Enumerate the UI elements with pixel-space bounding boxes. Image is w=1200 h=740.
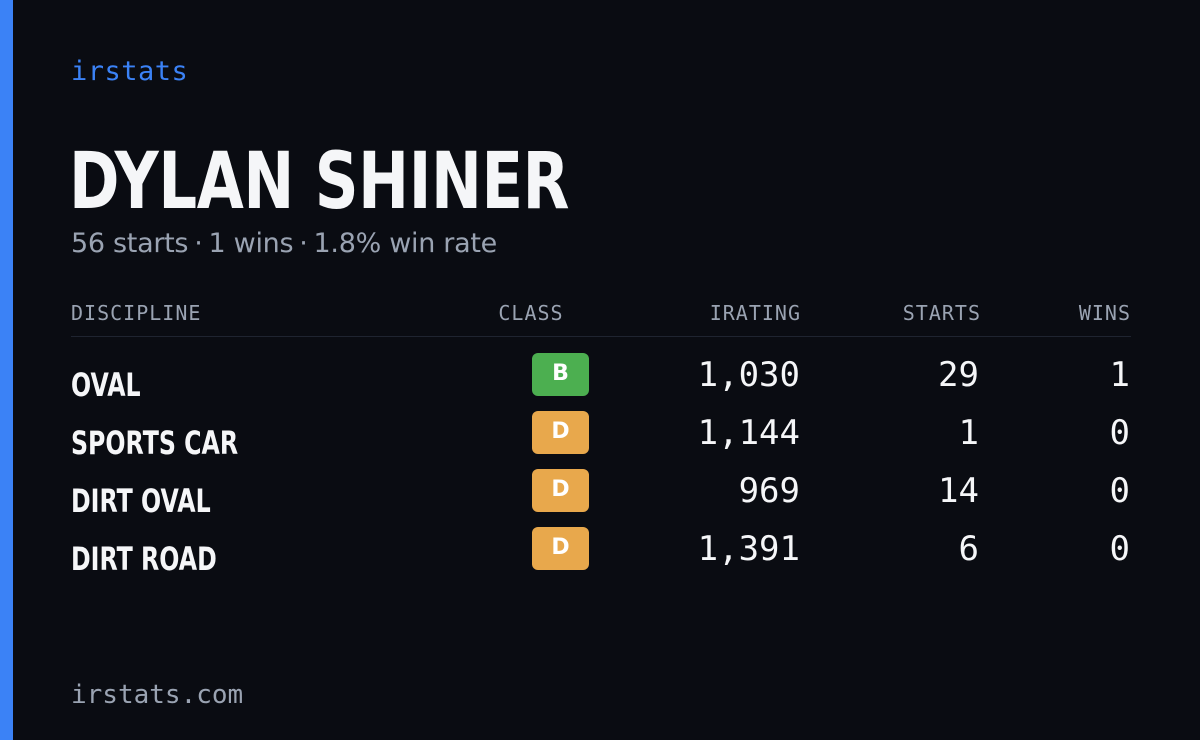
table-row: SPORTS CAR D 1,144 1 0 [71, 411, 1131, 469]
wins-value: 0 [1109, 471, 1130, 511]
header-class: CLASS [498, 301, 564, 325]
table-row: DIRT ROAD D 1,391 6 0 [71, 527, 1131, 585]
summary-separator: · [299, 228, 308, 259]
irating-value: 1,030 [697, 355, 800, 395]
starts-value: 1 [958, 413, 979, 453]
summary-win-rate: 1.8% win rate [313, 228, 498, 259]
starts-value: 14 [938, 471, 979, 511]
table-body: OVAL B 1,030 29 1 SPORTS CAR D 1,144 1 0… [71, 337, 1131, 585]
discipline-name: DIRT OVAL [71, 482, 211, 520]
class-badge: D [532, 411, 589, 454]
irating-value: 1,144 [697, 413, 800, 453]
accent-bar [0, 0, 13, 740]
driver-summary: 56 starts · 1 wins · 1.8% win rate [71, 228, 497, 259]
driver-name: DYLAN SHINER [69, 137, 570, 227]
irating-value: 969 [738, 471, 800, 511]
wins-value: 1 [1109, 355, 1130, 395]
irating-value: 1,391 [697, 529, 800, 569]
summary-wins: 1 wins [208, 228, 294, 259]
starts-value: 29 [938, 355, 979, 395]
class-badge: B [532, 353, 589, 396]
starts-value: 6 [958, 529, 979, 569]
footer-url[interactable]: irstats.com [71, 680, 244, 710]
table-header: DISCIPLINE CLASS IRATING STARTS WINS [71, 298, 1131, 337]
summary-starts: 56 starts [71, 228, 189, 259]
table-row: DIRT OVAL D 969 14 0 [71, 469, 1131, 527]
class-badge: D [532, 469, 589, 512]
table-row: OVAL B 1,030 29 1 [71, 353, 1131, 411]
discipline-table: DISCIPLINE CLASS IRATING STARTS WINS OVA… [71, 298, 1131, 585]
summary-separator: · [194, 228, 203, 259]
header-starts: STARTS [902, 301, 981, 325]
discipline-name: DIRT ROAD [71, 540, 217, 578]
class-badge: D [532, 527, 589, 570]
brand-logo[interactable]: irstats [71, 56, 189, 87]
discipline-name: OVAL [71, 366, 141, 404]
wins-value: 0 [1109, 413, 1130, 453]
header-wins: WINS [1078, 301, 1131, 325]
header-discipline: DISCIPLINE [71, 301, 202, 325]
wins-value: 0 [1109, 529, 1130, 569]
discipline-name: SPORTS CAR [71, 424, 239, 462]
header-irating: IRATING [709, 301, 801, 325]
